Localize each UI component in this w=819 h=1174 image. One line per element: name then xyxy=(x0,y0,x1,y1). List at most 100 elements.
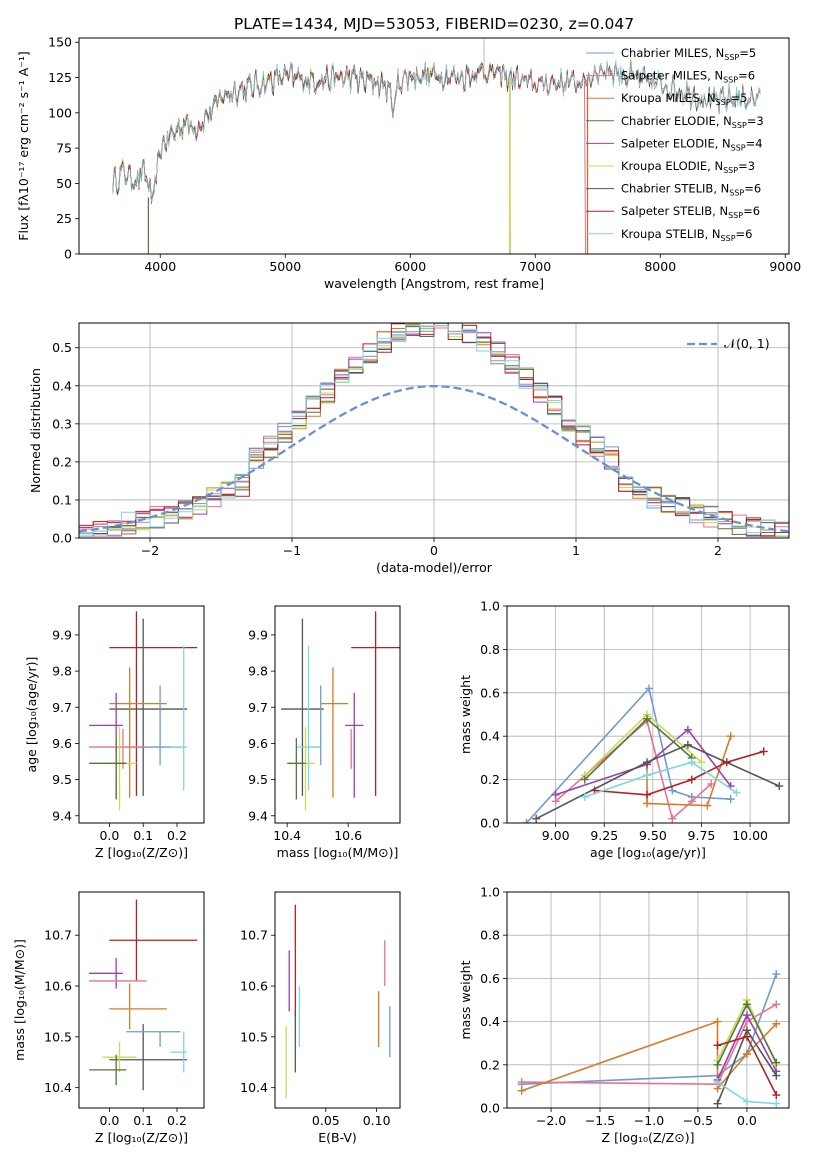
x-tick-label: 0 xyxy=(430,543,438,558)
mass-weight-marker xyxy=(772,1091,781,1100)
mass-weight-marker xyxy=(687,758,696,767)
x-tick-label: 9000 xyxy=(769,259,801,274)
x-tick-label: −1 xyxy=(283,543,301,558)
mass-weight-marker xyxy=(643,714,652,723)
y-tick-label: 9.6 xyxy=(52,736,72,751)
axes-residuals: −2 −1 0 1 2 0.0 0.1 0.2 0.3 0.4 0.5 (data-model)/er… xyxy=(28,322,790,575)
legend-subscript: SSP xyxy=(721,234,736,243)
mass-weight-marker xyxy=(683,740,692,749)
mass-weight-marker xyxy=(772,1000,781,1009)
residual-histogram xyxy=(79,323,789,535)
x-tick-label: 9.00 xyxy=(542,828,570,843)
y-tick-label: 9.8 xyxy=(52,664,72,679)
y-tick-label: 9.6 xyxy=(248,736,268,751)
y-axis-label: mass [log₁₀(M/M⊙)] xyxy=(12,939,27,1061)
plot-area xyxy=(522,684,784,823)
mass-weight-marker xyxy=(580,792,589,801)
y-tick-label: 10.5 xyxy=(44,1029,72,1044)
mass-weight-marker xyxy=(772,1099,781,1108)
residual-histogram xyxy=(79,323,789,537)
axes-frame xyxy=(78,37,790,255)
y-tick-label: 125 xyxy=(48,70,72,85)
y-tick-label: 0.6 xyxy=(480,685,500,700)
y-axis-label: Flux [fλ10⁻¹⁷ erg cm⁻² s⁻¹ A⁻¹] xyxy=(16,51,31,240)
spectrum-line xyxy=(112,59,761,202)
y-tick-label: 9.5 xyxy=(52,772,72,787)
legend-value: =6 xyxy=(743,204,760,218)
x-axis-label: Z [log₁₀(Z/Z⊙)] xyxy=(95,845,188,860)
legend-label: Salpeter MILES, NSSP=6 xyxy=(621,69,755,85)
legend-label: Kroupa STELIB, NSSP=6 xyxy=(621,227,752,243)
y-tick-label: 10.4 xyxy=(240,1080,268,1095)
axes-frame xyxy=(506,605,790,824)
spectrum-line xyxy=(112,62,511,254)
x-tick-label: 9.50 xyxy=(639,828,667,843)
axes-frame xyxy=(78,322,790,539)
legend-subscript: SSP xyxy=(723,76,738,85)
x-tick-label: −1.0 xyxy=(634,1113,664,1128)
mass-weight-marker xyxy=(643,799,652,808)
plot-area xyxy=(281,611,400,811)
mass-weight-marker xyxy=(772,1058,781,1067)
legend-label: Kroupa ELODIE, NSSP=3 xyxy=(621,159,755,175)
y-tick-label: 9.9 xyxy=(52,627,72,642)
x-tick-label: −2.0 xyxy=(536,1113,566,1128)
mass-weight-line xyxy=(521,1003,777,1086)
legend-subscript: SSP xyxy=(731,143,746,152)
y-tick-label: 0.4 xyxy=(480,1014,500,1029)
mass-weight-marker xyxy=(580,775,589,784)
y-tick-label: 100 xyxy=(48,105,72,120)
x-tick-label: 10.00 xyxy=(732,828,768,843)
legend-label: Salpeter ELODIE, NSSP=4 xyxy=(621,136,763,152)
mass-weight-marker xyxy=(668,814,677,823)
legend-value: =6 xyxy=(744,182,761,196)
x-axis-label: Z [log₁₀(Z/Z⊙)] xyxy=(95,1130,188,1145)
plot-area xyxy=(517,970,781,1108)
y-tick-label: 0.2 xyxy=(480,1057,500,1072)
y-tick-label: 0.4 xyxy=(480,729,500,744)
residual-histogram xyxy=(79,323,789,537)
y-tick-label: 9.4 xyxy=(52,808,72,823)
y-tick-label: 10.6 xyxy=(44,979,72,994)
x-tick-label: 0.0 xyxy=(737,1113,757,1128)
mass-weight-marker xyxy=(644,684,653,693)
spectrum-line xyxy=(112,62,586,254)
mass-weight-marker xyxy=(687,797,696,806)
legend-label: Chabrier ELODIE, NSSP=3 xyxy=(621,114,764,130)
mass-weight-line xyxy=(525,686,731,823)
legend-label: Chabrier MILES, NSSP=5 xyxy=(621,46,756,62)
mass-weight-marker xyxy=(532,814,541,823)
axes-mass-vs-Z: 0.0 0.1 0.2 10.4 10.5 10.6 10.7 Z [log₁₀(Z/Z⊙)]… xyxy=(12,891,205,1145)
legend-subscript: SSP xyxy=(729,189,744,198)
x-axis-label: age [log₁₀(age/yr)] xyxy=(590,845,706,860)
y-axis-label: age [log₁₀(age/yr)] xyxy=(24,657,39,773)
mass-weight-marker xyxy=(759,747,768,756)
mass-weight-marker xyxy=(772,970,781,979)
y-axis-label: mass weight xyxy=(458,675,473,754)
x-tick-label: 8000 xyxy=(644,259,676,274)
mass-weight-marker xyxy=(683,725,692,734)
y-axis-label: Normed distribution xyxy=(28,368,43,493)
x-tick-label: 7000 xyxy=(519,259,551,274)
mass-weight-marker xyxy=(726,732,735,741)
x-tick-label: 10.4 xyxy=(273,828,301,843)
x-tick-label: 9.75 xyxy=(688,828,716,843)
mass-weight-marker xyxy=(742,1032,751,1041)
y-tick-label: 0.8 xyxy=(480,642,500,657)
y-tick-label: 1.0 xyxy=(480,885,500,900)
y-tick-label: 0.2 xyxy=(480,772,500,787)
legend-subscript: SSP xyxy=(728,211,743,220)
axes-frame xyxy=(274,891,401,1109)
x-tick-label: 5000 xyxy=(269,259,301,274)
y-tick-label: 0.1 xyxy=(52,492,72,507)
legend-value: =6 xyxy=(736,227,753,241)
mass-weight-marker xyxy=(772,1019,781,1028)
mass-weight-marker xyxy=(522,819,531,823)
y-tick-label: 0.2 xyxy=(52,454,72,469)
y-tick-label: 0.3 xyxy=(52,416,72,431)
y-tick-label: 10.6 xyxy=(240,979,268,994)
legend-label: 𝒩(0, 1) xyxy=(724,336,770,351)
mass-weight-marker xyxy=(742,1000,751,1009)
legend-label: Salpeter STELIB, NSSP=6 xyxy=(621,204,760,220)
x-tick-label: 6000 xyxy=(394,259,426,274)
